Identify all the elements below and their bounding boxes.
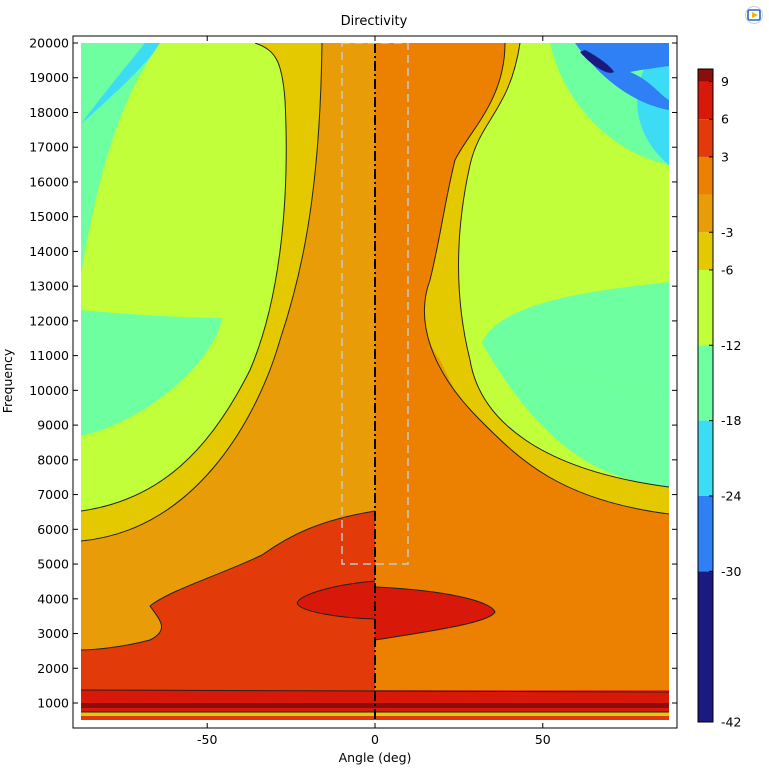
colorbar-tick-label: -18 <box>721 413 741 428</box>
colorbar-band <box>698 420 713 496</box>
colorbar-band <box>698 269 713 346</box>
y-tick-label: 9000 <box>37 418 69 433</box>
y-tick-label: 2000 <box>37 661 69 676</box>
screen-share-icon[interactable] <box>745 6 763 24</box>
contour-line <box>296 580 376 620</box>
y-tick-label: 6000 <box>37 522 69 537</box>
region-level-red <box>81 511 375 720</box>
x-tick-label: 0 <box>371 732 379 747</box>
colorbar-band <box>698 119 713 157</box>
colorbar-band <box>698 571 713 722</box>
colorbar-band <box>698 345 713 421</box>
y-tick-label: 4000 <box>37 591 69 606</box>
colorbar-tick-label: 3 <box>721 149 729 164</box>
x-tick-label: 50 <box>535 732 551 747</box>
y-tick-label: 12000 <box>29 313 69 328</box>
y-tick-label: 5000 <box>37 557 69 572</box>
x-axis-label: Angle (deg) <box>339 750 412 765</box>
y-axis-label: Frequency <box>0 348 15 413</box>
y-tick-label: 1000 <box>37 696 69 711</box>
x-axis-ticks: -50 0 50 <box>197 36 551 747</box>
colorbar-band <box>698 232 713 270</box>
colorbar-tick-label: -3 <box>721 225 733 240</box>
dashed-region-box <box>341 43 409 565</box>
contour-line <box>374 586 496 641</box>
region-level-light-green <box>81 43 145 124</box>
region-level-light-green <box>482 343 669 487</box>
y-tick-label: 3000 <box>37 626 69 641</box>
y-tick-label: 14000 <box>29 244 69 259</box>
colorbar-band <box>698 81 713 120</box>
y-tick-label: 20000 <box>29 36 69 51</box>
y-tick-label: 17000 <box>29 140 69 155</box>
region-level-dark-blue <box>580 50 614 73</box>
region-level-deep-red <box>375 587 495 640</box>
chart-title: Directivity <box>341 14 408 29</box>
colorbar-band <box>698 495 713 572</box>
y-tick-label: 18000 <box>29 105 69 120</box>
contour-line <box>81 510 376 651</box>
contour-lines <box>81 43 669 713</box>
contour-line <box>457 43 669 488</box>
y-tick-label: 10000 <box>29 383 69 398</box>
y-tick-label: 13000 <box>29 279 69 294</box>
colorbar-frame <box>697 68 714 723</box>
colorbar-band <box>698 69 713 82</box>
colorbar-band <box>698 156 713 195</box>
colorbar-tick-label: 6 <box>721 112 729 127</box>
y-tick-label: 11000 <box>29 348 69 363</box>
colorbar-tick-label: -12 <box>721 338 741 353</box>
colorbar-tick-label: -6 <box>721 262 734 277</box>
colorbar-tick-label: -24 <box>721 488 741 503</box>
colorbar-tick-label: 9 <box>721 74 729 89</box>
x-tick-label: -50 <box>197 732 217 747</box>
y-tick-label: 8000 <box>37 452 69 467</box>
contour-field <box>81 43 669 720</box>
y-tick-label: 7000 <box>37 487 69 502</box>
contour-line <box>423 43 669 515</box>
y-tick-label: 16000 <box>29 174 69 189</box>
colorbar: 9 6 3 -3 -6 -12 -18 -24 -30 -42 <box>697 68 741 730</box>
contour-line <box>81 43 287 512</box>
region-level-deep-red <box>297 581 375 619</box>
colorbar-band <box>698 194 713 233</box>
region-level-dark-orange <box>375 43 669 720</box>
y-tick-label: 15000 <box>29 209 69 224</box>
y-axis-ticks: 1000 2000 3000 4000 5000 6000 7000 8000 9000 1000… <box>29 36 677 711</box>
y-tick-label: 19000 <box>29 70 69 85</box>
colorbar-tick-label: -30 <box>721 564 741 579</box>
contour-line <box>81 43 323 542</box>
colorbar-tick-label: -42 <box>721 715 741 730</box>
